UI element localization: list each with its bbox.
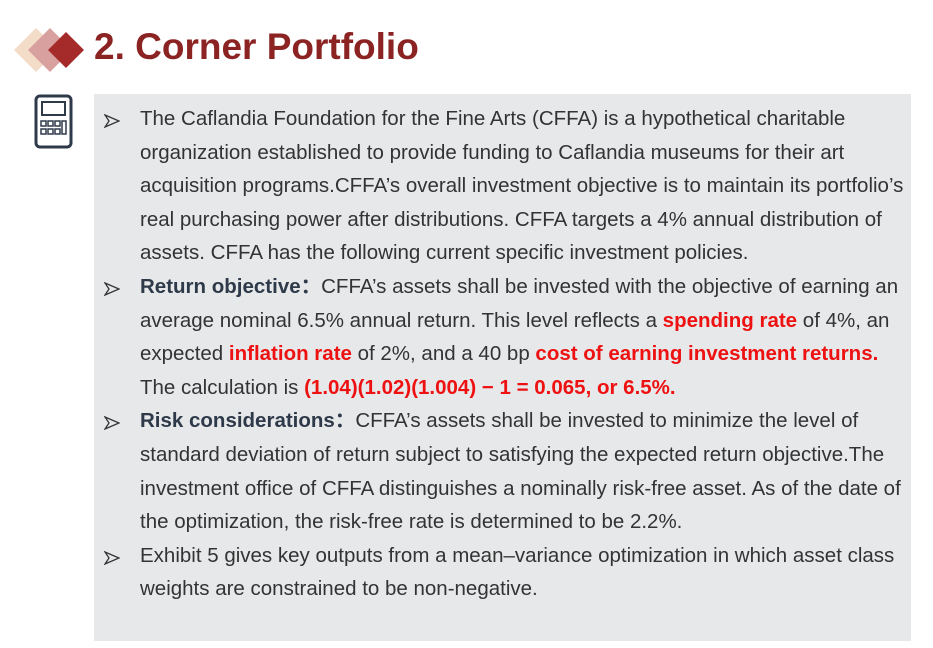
text-run: cost of earning investment returns. xyxy=(535,342,879,366)
bullet: The Caflandia Foundation for the Fine Ar… xyxy=(104,102,905,270)
text-run: (1.04)(1.02)(1.004) − 1 = 0.065, or 6.5%… xyxy=(304,375,676,399)
text-run: CFFA’s assets shall be invested to minim… xyxy=(140,409,901,534)
text-run: Risk considerations： xyxy=(140,409,356,433)
bullet-arrow xyxy=(104,416,120,431)
bullet-arrow xyxy=(104,550,120,565)
text-run: Return objective： xyxy=(140,274,322,298)
text-run: spending rate xyxy=(662,308,798,332)
calculator-icon xyxy=(34,94,73,149)
text-run: of 4%, an expected xyxy=(140,308,890,366)
title-diamonds xyxy=(14,28,84,72)
text-run: The calculation is xyxy=(140,375,305,399)
bullet-list: The Caflandia Foundation for the Fine Ar… xyxy=(94,94,911,606)
bullet-arrow xyxy=(104,281,120,296)
content-box: The Caflandia Foundation for the Fine Ar… xyxy=(94,94,911,641)
bullet: Return objective：CFFA’s assets shall be … xyxy=(104,270,905,404)
text-run: of 2%, and a 40 bp xyxy=(351,342,536,366)
text-run: inflation rate xyxy=(228,342,352,366)
bullet: Risk considerations：CFFA’s assets shall … xyxy=(104,404,905,538)
text-run: The Caflandia Foundation for the Fine Ar… xyxy=(140,107,904,265)
bullet: Exhibit 5 gives key outputs from a mean–… xyxy=(104,539,905,606)
text-run: Exhibit 5 gives key outputs from a mean–… xyxy=(140,543,895,601)
bullet-arrow xyxy=(104,114,120,128)
title: 2. Corner Portfolio xyxy=(94,26,419,67)
text-run: CFFA’s assets shall be invested with the… xyxy=(140,274,899,332)
